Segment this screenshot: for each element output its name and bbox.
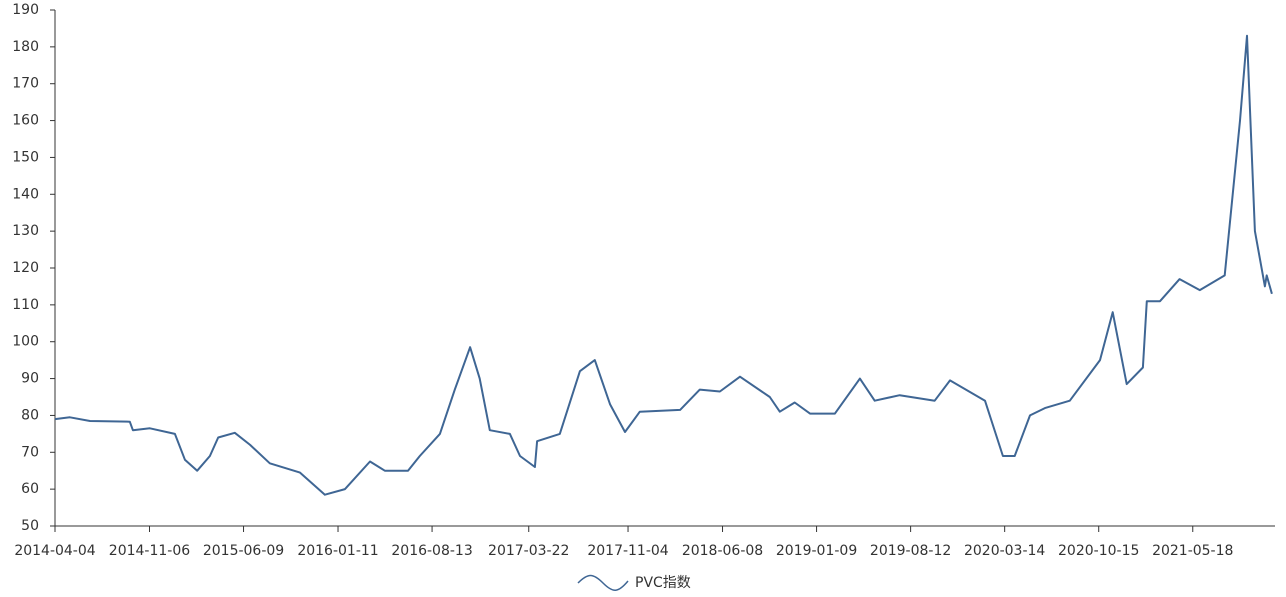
legend-label: PVC指数 bbox=[635, 575, 691, 591]
x-tick-label: 2017-03-22 bbox=[488, 543, 569, 559]
y-tick-label: 160 bbox=[12, 113, 39, 129]
y-tick-label: 80 bbox=[21, 407, 39, 423]
x-tick-label: 2019-01-09 bbox=[776, 543, 857, 559]
y-tick-label: 90 bbox=[21, 371, 39, 387]
y-tick-label: 150 bbox=[12, 149, 39, 165]
y-tick-label: 120 bbox=[12, 260, 39, 276]
x-tick-label: 2020-10-15 bbox=[1058, 543, 1139, 559]
data-line bbox=[54, 34, 1273, 496]
x-tick-label: 2021-05-18 bbox=[1152, 543, 1233, 559]
y-tick-label: 140 bbox=[12, 186, 39, 202]
y-tick-label: 60 bbox=[21, 481, 39, 497]
legend-icon bbox=[577, 574, 629, 591]
y-tick-label: 70 bbox=[21, 444, 39, 460]
y-tick-label: 130 bbox=[12, 223, 39, 239]
x-tick-label: 2018-06-08 bbox=[682, 543, 763, 559]
x-tick-label: 2016-01-11 bbox=[297, 543, 378, 559]
x-tick-label: 2019-08-12 bbox=[870, 543, 951, 559]
x-tick-label: 2020-03-14 bbox=[964, 543, 1045, 559]
x-tick-label: 2017-11-04 bbox=[587, 543, 668, 559]
y-tick-label: 180 bbox=[12, 39, 39, 55]
y-tick-label: 170 bbox=[12, 76, 39, 92]
y-tick-label: 50 bbox=[21, 518, 39, 534]
y-tick-label: 100 bbox=[12, 334, 39, 350]
x-tick-label: 2014-11-06 bbox=[109, 543, 190, 559]
y-tick-label: 110 bbox=[12, 297, 39, 313]
x-tick-label: 2014-04-04 bbox=[14, 543, 95, 559]
x-tick-label: 2015-06-09 bbox=[203, 543, 284, 559]
x-tick-label: 2016-08-13 bbox=[391, 543, 472, 559]
y-tick-label: 190 bbox=[12, 2, 39, 18]
